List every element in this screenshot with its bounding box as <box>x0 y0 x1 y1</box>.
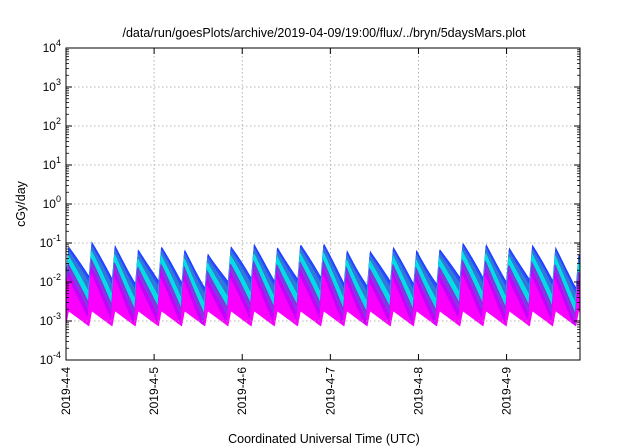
series-line <box>65 258 581 317</box>
x-tick-label: 2019-4-7 <box>323 367 337 415</box>
y-tick-label: 102 <box>43 116 61 133</box>
y-tick-label: 10-2 <box>40 272 61 289</box>
y-tick-label: 103 <box>43 77 61 94</box>
y-axis-ticks: 10-4 10-3 10-2 10-1 100 101 102 103 104 <box>40 38 580 367</box>
plot-area <box>65 47 581 361</box>
chart-title: /data/run/goesPlots/archive/2019-04-09/1… <box>122 26 526 40</box>
series-line <box>65 266 581 325</box>
y-tick-label: 10-3 <box>40 311 61 328</box>
x-tick-label: 2019-4-8 <box>411 367 425 415</box>
y-tick-label: 100 <box>43 194 61 211</box>
series-layer <box>65 241 581 360</box>
series-line <box>65 250 581 306</box>
y-tick-label: 10-1 <box>40 233 61 250</box>
x-tick-label: 2019-4-5 <box>147 367 161 415</box>
x-axis-ticks: 2019-4-4 2019-4-5 2019-4-6 2019-4-7 2019-4-8… <box>59 48 514 415</box>
x-tick-label: 2019-4-9 <box>500 367 514 415</box>
y-axis-label: cGy/day <box>14 180 28 227</box>
series-line <box>65 274 581 333</box>
y-tick-label: 101 <box>43 155 61 172</box>
x-axis-label: Coordinated Universal Time (UTC) <box>228 432 420 446</box>
series-baseline-mask <box>66 311 580 360</box>
y-tick-label: 104 <box>43 38 61 55</box>
y-tick-label: 10-4 <box>40 350 61 367</box>
x-tick-label: 2019-4-4 <box>59 367 73 415</box>
x-tick-label: 2019-4-6 <box>235 367 249 415</box>
